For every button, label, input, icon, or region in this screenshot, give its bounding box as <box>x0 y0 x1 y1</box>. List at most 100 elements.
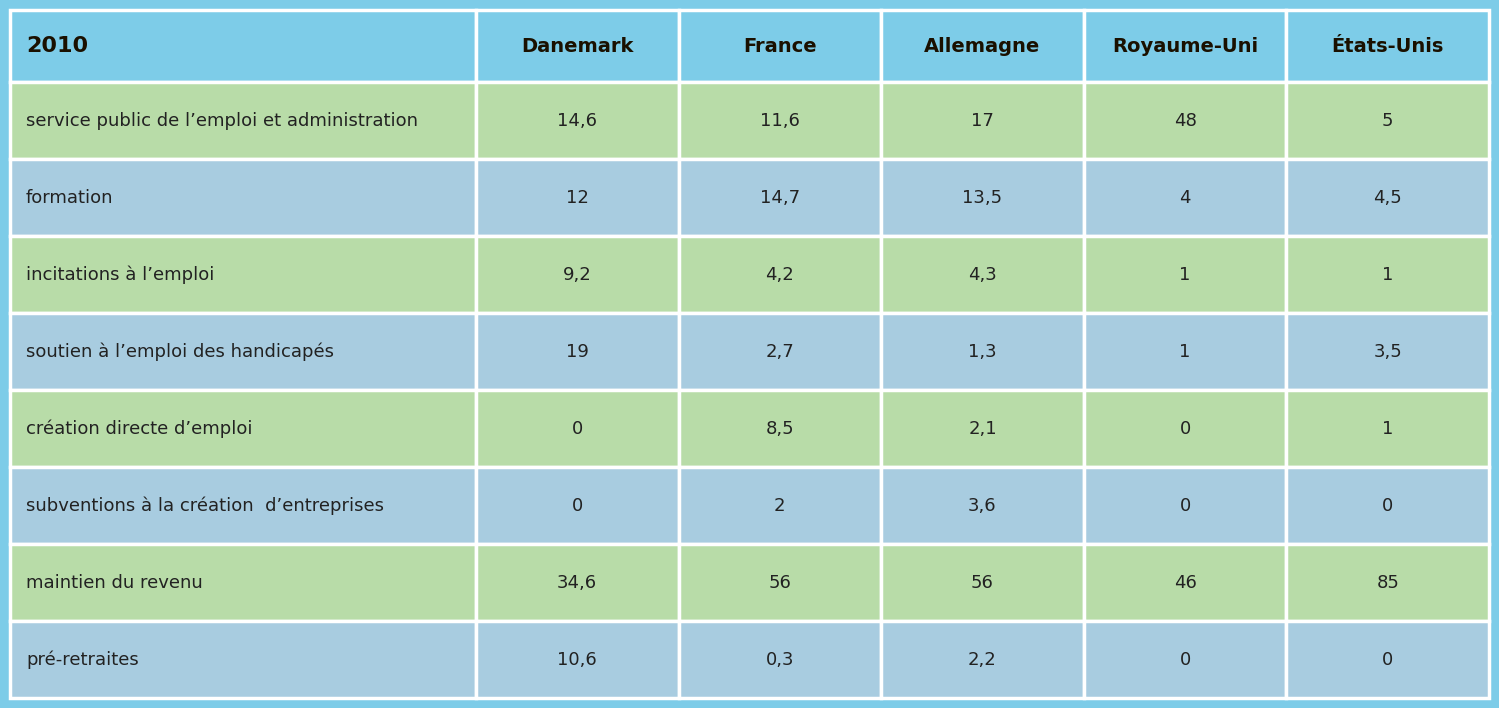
Bar <box>1286 390 1489 467</box>
Bar <box>1084 313 1286 390</box>
Text: 4: 4 <box>1180 189 1190 207</box>
Text: 0: 0 <box>1382 651 1393 668</box>
Text: incitations à l’emploi: incitations à l’emploi <box>25 266 214 284</box>
Text: création directe d’emploi: création directe d’emploi <box>25 419 252 438</box>
Text: 17: 17 <box>971 112 994 130</box>
Text: 10,6: 10,6 <box>558 651 597 668</box>
Bar <box>1286 621 1489 698</box>
Bar <box>881 236 1084 313</box>
Bar <box>1286 467 1489 544</box>
Text: 56: 56 <box>971 573 994 592</box>
Text: 85: 85 <box>1376 573 1399 592</box>
Bar <box>10 313 475 390</box>
Bar <box>475 159 679 236</box>
Bar <box>1286 236 1489 313</box>
Bar <box>475 467 679 544</box>
Bar <box>475 390 679 467</box>
Bar <box>10 236 475 313</box>
Bar <box>679 621 881 698</box>
Text: 0: 0 <box>1382 496 1393 515</box>
Text: service public de l’emploi et administration: service public de l’emploi et administra… <box>25 112 418 130</box>
Bar <box>881 159 1084 236</box>
Bar <box>1084 544 1286 621</box>
Text: 9,2: 9,2 <box>562 266 592 284</box>
Bar <box>10 621 475 698</box>
Bar <box>1084 236 1286 313</box>
Text: 0: 0 <box>571 420 583 438</box>
Text: 2,1: 2,1 <box>968 420 997 438</box>
Bar <box>679 82 881 159</box>
Bar <box>475 313 679 390</box>
Bar <box>881 621 1084 698</box>
Text: 56: 56 <box>769 573 791 592</box>
Text: Royaume-Uni: Royaume-Uni <box>1112 37 1258 56</box>
Bar <box>679 544 881 621</box>
Text: 0,3: 0,3 <box>766 651 794 668</box>
Text: Allemagne: Allemagne <box>925 37 1040 56</box>
Text: 14,6: 14,6 <box>558 112 597 130</box>
Bar <box>881 10 1084 82</box>
Bar <box>881 467 1084 544</box>
Bar <box>679 390 881 467</box>
Bar <box>1286 159 1489 236</box>
Text: 1: 1 <box>1180 266 1190 284</box>
Bar <box>1084 82 1286 159</box>
Bar <box>10 82 475 159</box>
Bar <box>881 82 1084 159</box>
Bar <box>1286 544 1489 621</box>
Text: 4,5: 4,5 <box>1373 189 1402 207</box>
Text: 0: 0 <box>1180 496 1190 515</box>
Text: subventions à la création  d’entreprises: subventions à la création d’entreprises <box>25 496 384 515</box>
Text: 11,6: 11,6 <box>760 112 800 130</box>
Bar <box>10 10 475 82</box>
Text: 1: 1 <box>1382 420 1394 438</box>
Bar <box>1286 10 1489 82</box>
Bar <box>475 236 679 313</box>
Text: 12: 12 <box>565 189 589 207</box>
Bar <box>10 159 475 236</box>
Text: 0: 0 <box>1180 651 1190 668</box>
Text: 19: 19 <box>565 343 589 360</box>
Text: pré-retraites: pré-retraites <box>25 650 139 669</box>
Text: 34,6: 34,6 <box>558 573 597 592</box>
Text: France: France <box>744 37 817 56</box>
Text: États-Unis: États-Unis <box>1331 37 1444 56</box>
Bar <box>881 313 1084 390</box>
Bar <box>10 544 475 621</box>
Text: Danemark: Danemark <box>522 37 634 56</box>
Text: 13,5: 13,5 <box>962 189 1003 207</box>
Text: 8,5: 8,5 <box>766 420 794 438</box>
Bar <box>1084 390 1286 467</box>
Text: maintien du revenu: maintien du revenu <box>25 573 202 592</box>
Bar <box>10 467 475 544</box>
Text: 1: 1 <box>1382 266 1394 284</box>
Bar <box>475 544 679 621</box>
Text: 0: 0 <box>571 496 583 515</box>
Text: 1,3: 1,3 <box>968 343 997 360</box>
Bar <box>475 10 679 82</box>
Bar <box>10 390 475 467</box>
Bar <box>1084 621 1286 698</box>
Text: 3,5: 3,5 <box>1373 343 1402 360</box>
Bar <box>679 313 881 390</box>
Text: 4,2: 4,2 <box>766 266 794 284</box>
Bar <box>881 544 1084 621</box>
Text: 2: 2 <box>773 496 785 515</box>
Bar <box>679 10 881 82</box>
Text: 46: 46 <box>1174 573 1196 592</box>
Bar <box>1286 313 1489 390</box>
Text: 48: 48 <box>1174 112 1196 130</box>
Text: 2,2: 2,2 <box>968 651 997 668</box>
Text: 3,6: 3,6 <box>968 496 997 515</box>
Text: 2,7: 2,7 <box>766 343 794 360</box>
Bar <box>679 467 881 544</box>
Text: 0: 0 <box>1180 420 1190 438</box>
Bar <box>1084 159 1286 236</box>
Bar <box>475 621 679 698</box>
Bar <box>1084 467 1286 544</box>
Text: 4,3: 4,3 <box>968 266 997 284</box>
Text: 5: 5 <box>1382 112 1394 130</box>
Bar <box>679 159 881 236</box>
Text: formation: formation <box>25 189 114 207</box>
Text: 14,7: 14,7 <box>760 189 800 207</box>
